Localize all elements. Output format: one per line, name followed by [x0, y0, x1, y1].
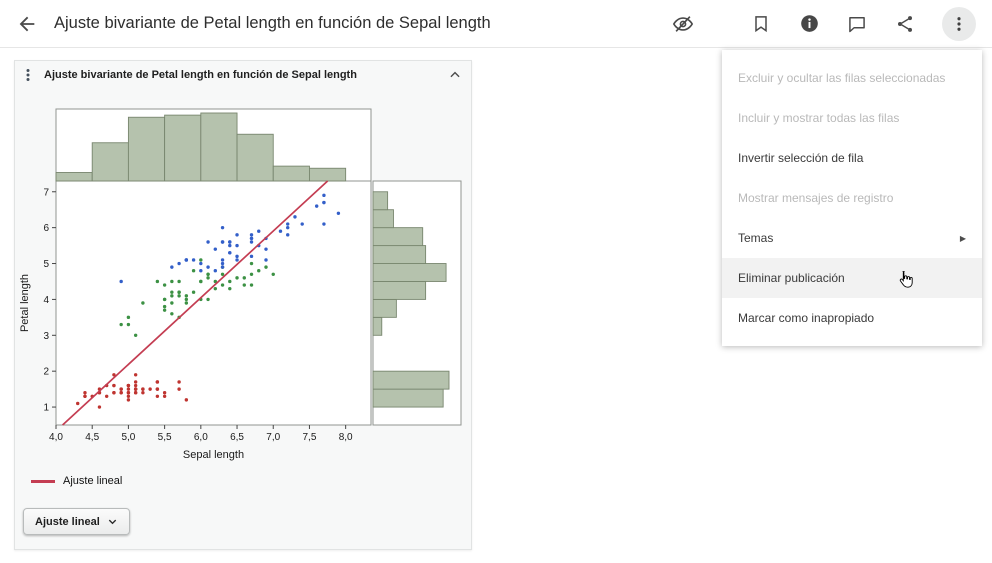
menu-item-include-show-all-rows: Incluir y mostrar todas las filas [722, 98, 982, 138]
share-icon [898, 15, 912, 32]
svg-text:2: 2 [43, 367, 49, 378]
svg-text:6,0: 6,0 [194, 432, 208, 443]
svg-text:7,5: 7,5 [302, 432, 316, 443]
svg-text:1: 1 [43, 403, 49, 414]
bookmark-button[interactable] [750, 13, 772, 35]
svg-text:Petal length: Petal length [19, 274, 31, 332]
menu-item-label: Mostrar mensajes de registro [738, 191, 894, 205]
context-menu: Excluir y ocultar las filas seleccionada… [722, 50, 982, 346]
kebab-menu-icon [957, 16, 961, 31]
report-options-dots-icon[interactable] [24, 68, 36, 82]
visibility-off-icon [672, 13, 694, 35]
legend-line-swatch [31, 479, 55, 483]
back-button[interactable] [16, 13, 38, 35]
menu-item-delete-publication[interactable]: Eliminar publicación [722, 258, 982, 298]
menu-item-label: Incluir y mostrar todas las filas [738, 111, 900, 125]
menu-item-label: Invertir selección de fila [738, 151, 864, 165]
comment-button[interactable] [846, 13, 868, 35]
svg-text:6: 6 [43, 223, 49, 234]
comment-icon [849, 16, 865, 32]
report-title: Ajuste bivariante de Petal length en fun… [44, 69, 357, 81]
info-icon [800, 15, 818, 32]
report-header: Ajuste bivariante de Petal length en fun… [15, 61, 471, 89]
menu-item-label: Eliminar publicación [738, 271, 845, 285]
menu-item-themes[interactable]: Temas ▶ [722, 218, 982, 258]
arrow-left-icon [19, 16, 35, 31]
menu-item-label: Marcar como inapropiado [738, 311, 875, 325]
svg-text:4,0: 4,0 [49, 432, 63, 443]
fit-dropdown-button[interactable]: Ajuste lineal [23, 508, 130, 535]
collapse-chevron-icon[interactable] [448, 68, 462, 82]
svg-text:4,5: 4,5 [85, 432, 99, 443]
svg-text:6,5: 6,5 [230, 432, 244, 443]
bookmark-icon [755, 15, 767, 32]
menu-item-show-log-messages: Mostrar mensajes de registro [722, 178, 982, 218]
menu-item-label: Excluir y ocultar las filas seleccionada… [738, 71, 946, 85]
svg-text:Sepal length: Sepal length [183, 449, 244, 461]
menu-item-label: Temas [738, 231, 774, 245]
page-title: Ajuste bivariante de Petal length en fun… [54, 14, 491, 32]
topbar-actions [672, 6, 976, 41]
more-options-button[interactable] [942, 6, 976, 41]
svg-text:7: 7 [43, 187, 49, 198]
info-button[interactable] [798, 13, 820, 35]
chevron-down-icon [108, 519, 116, 525]
menu-item-mark-inappropriate[interactable]: Marcar como inapropiado [722, 298, 982, 338]
svg-text:3: 3 [43, 331, 49, 342]
legend-label: Ajuste lineal [63, 475, 123, 487]
fit-dropdown-label: Ajuste lineal [35, 515, 100, 528]
svg-text:5,0: 5,0 [121, 432, 135, 443]
svg-text:7,0: 7,0 [266, 432, 280, 443]
svg-text:5,5: 5,5 [158, 432, 172, 443]
topbar: Ajuste bivariante de Petal length en fun… [0, 0, 992, 48]
fit-legend: Ajuste lineal [31, 475, 471, 487]
bivariate-chart: 4,0 4,5 5,0 5,5 6,0 6,5 7,0 7,5 8,0 1 2 3 4 5 6 7 Sepal … [19, 108, 462, 461]
share-button[interactable] [894, 13, 916, 35]
report-card: Ajuste bivariante de Petal length en fun… [14, 60, 472, 550]
menu-item-invert-row-selection[interactable]: Invertir selección de fila [722, 138, 982, 178]
svg-text:8,0: 8,0 [339, 432, 353, 443]
mouse-cursor [899, 271, 913, 288]
svg-text:4: 4 [43, 295, 49, 306]
submenu-arrow-icon: ▶ [959, 233, 966, 243]
menu-item-exclude-hide-selected-rows: Excluir y ocultar las filas seleccionada… [722, 58, 982, 98]
svg-text:5: 5 [43, 259, 49, 270]
